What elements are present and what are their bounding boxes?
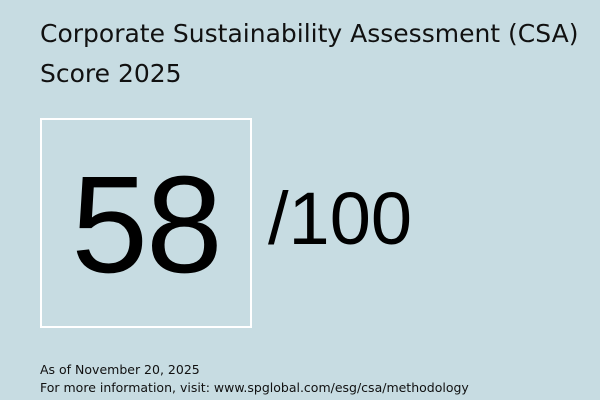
page-title: Corporate Sustainability Assessment (CSA… bbox=[40, 19, 579, 88]
score-max: /100 bbox=[268, 177, 413, 260]
score-value: 58 bbox=[71, 148, 222, 302]
more-info-line: For more information, visit: www.spgloba… bbox=[40, 379, 469, 397]
methodology-link[interactable]: www.spglobal.com/esg/csa/methodology bbox=[213, 380, 469, 395]
more-info-label: For more information, visit: bbox=[40, 380, 214, 395]
as-of-date: As of November 20, 2025 bbox=[40, 362, 200, 377]
score-box: 58 bbox=[40, 118, 252, 328]
footer: As of November 20, 2025 For more informa… bbox=[40, 361, 469, 397]
